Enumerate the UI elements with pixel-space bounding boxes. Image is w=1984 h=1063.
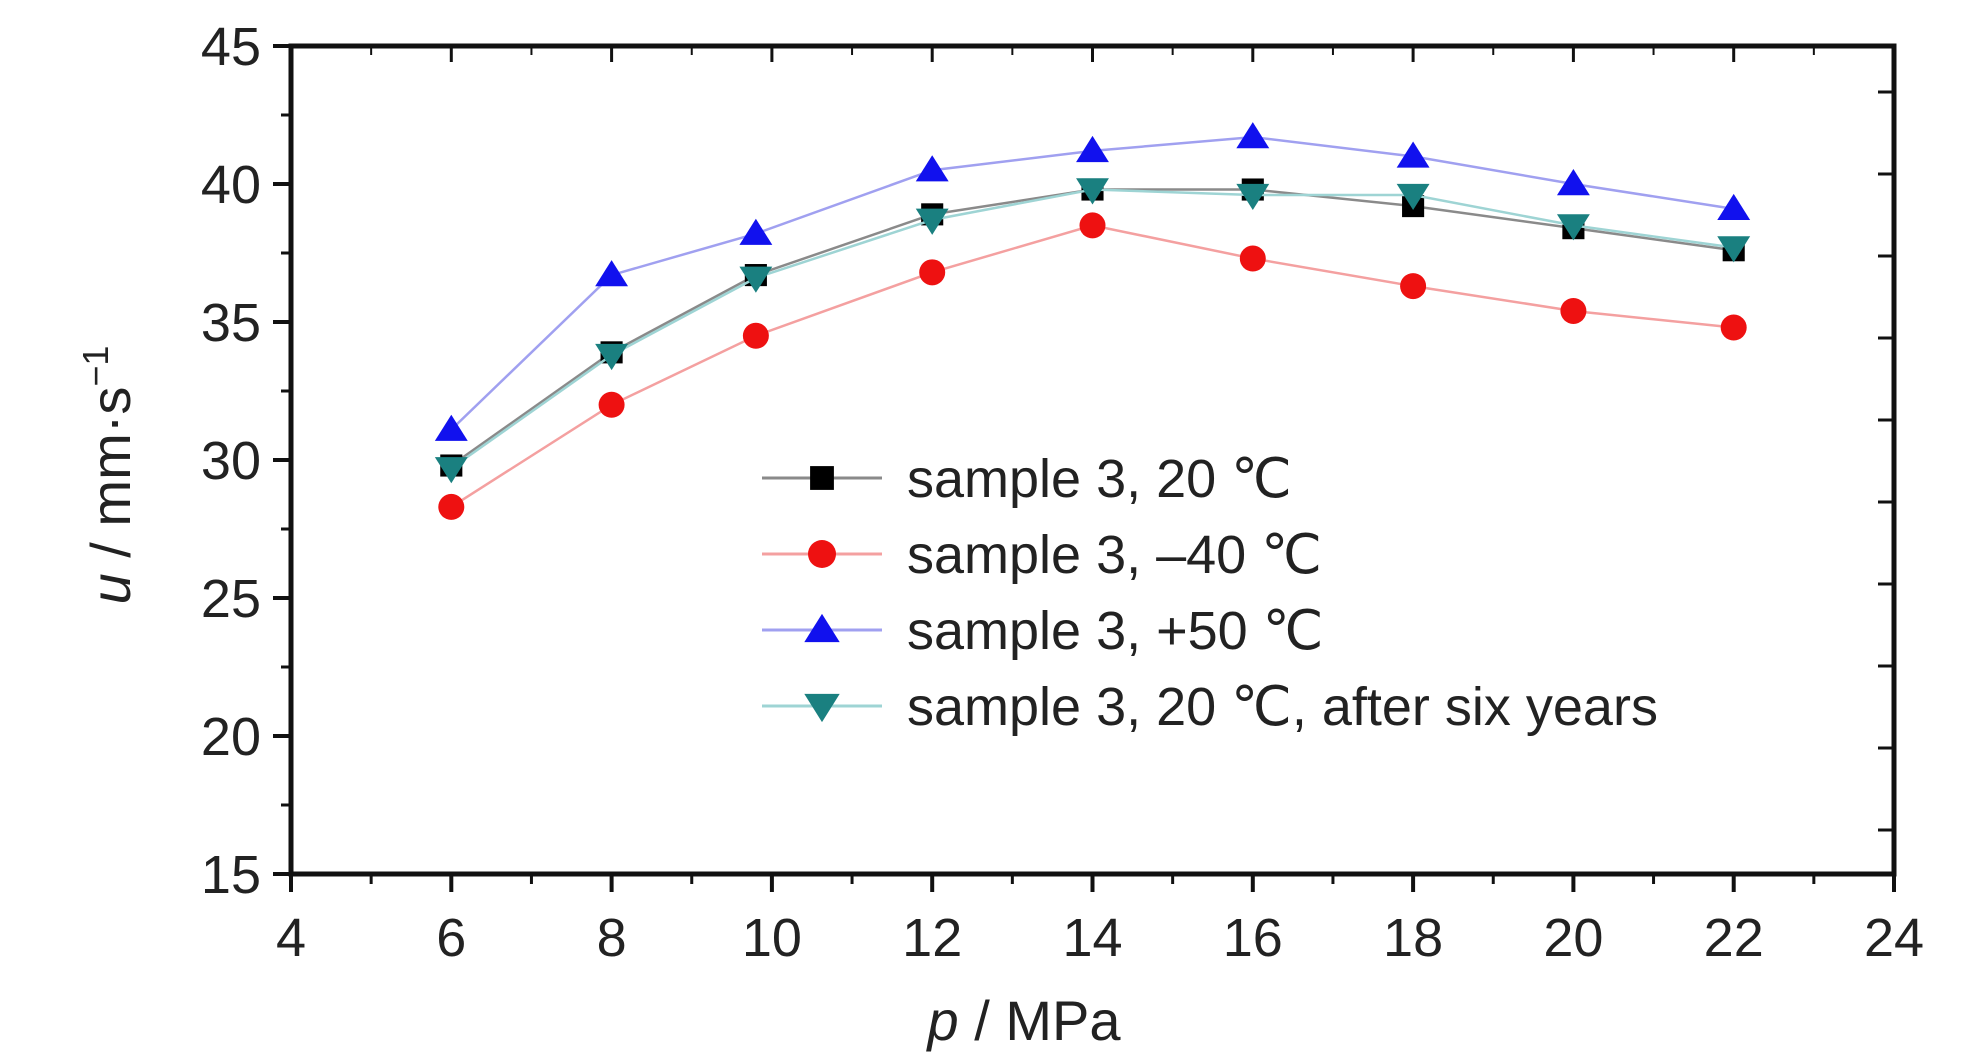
legend-label: sample 3, +50 ℃ (907, 601, 1323, 661)
data-point-s4 (739, 266, 773, 293)
x-tick-label: 12 (902, 908, 962, 968)
y-tick-label: 20 (201, 707, 261, 767)
data-point-s2 (1079, 212, 1106, 239)
data-point-s2 (1720, 314, 1747, 341)
data-point-s4 (1556, 214, 1590, 241)
data-point-s3 (915, 155, 949, 182)
x-tick-label: 18 (1383, 908, 1443, 968)
y-tick-label: 15 (201, 845, 261, 905)
y-axis-unit: / mm·s (79, 387, 142, 574)
data-point-s2 (919, 259, 946, 286)
data-point-s3 (739, 218, 773, 245)
x-tick-label: 24 (1864, 908, 1924, 968)
data-point-s4 (434, 457, 468, 484)
axes-layer: 4 6 8 10 12 14 16 18 20 22 24 15 20 25 30 35 40 45 (201, 17, 1924, 968)
data-point-s4 (595, 343, 629, 371)
legend-marker (810, 466, 834, 490)
series-layer (434, 122, 1751, 520)
data-point-s3 (1236, 122, 1270, 149)
legend-label: sample 3, –40 ℃ (907, 525, 1322, 585)
data-point-s2 (1239, 245, 1266, 272)
y-tick-label: 25 (201, 569, 261, 629)
x-tick-label: 8 (597, 908, 627, 968)
data-point-s3 (1717, 193, 1751, 221)
legend-marker (804, 693, 840, 723)
y-tick-label: 35 (201, 293, 261, 353)
y-tick-label: 40 (201, 155, 261, 215)
data-point-s2 (598, 391, 625, 418)
data-point-s4 (1396, 183, 1430, 210)
legend-label: sample 3, 20 ℃, after six years (907, 677, 1658, 737)
x-tick-label: 16 (1223, 908, 1283, 968)
data-point-s4 (1717, 236, 1751, 263)
x-axis-variable: p (926, 989, 959, 1052)
y-tick-label: 45 (201, 17, 261, 77)
data-point-s2 (742, 322, 769, 349)
data-point-s3 (1396, 141, 1430, 168)
x-tick-label: 20 (1543, 908, 1603, 968)
data-point-s4 (1236, 183, 1270, 210)
y-axis-exponent: −1 (75, 346, 116, 387)
data-point-s4 (1076, 178, 1109, 205)
data-point-s2 (1560, 297, 1587, 324)
x-tick-label: 14 (1062, 908, 1122, 968)
data-point-s2 (438, 493, 465, 520)
x-tick-label: 22 (1704, 908, 1764, 968)
x-tick-label: 10 (742, 908, 802, 968)
data-point-s3 (1076, 135, 1109, 163)
legend-marker (804, 613, 840, 643)
x-tick-label: 4 (276, 908, 306, 968)
data-point-s3 (595, 260, 629, 287)
legend-marker (808, 540, 836, 568)
data-point-s3 (1556, 169, 1590, 196)
x-axis-unit: / MPa (959, 989, 1122, 1052)
y-tick-label: 30 (201, 431, 261, 491)
x-axis-title: p / MPa (926, 989, 1122, 1052)
y-axis-variable: u (79, 573, 142, 604)
data-point-s4 (915, 208, 949, 235)
y-axis-title: u / mm·s−1 (75, 346, 142, 605)
legend-label: sample 3, 20 ℃ (907, 449, 1292, 509)
data-point-s2 (1400, 273, 1427, 300)
x-tick-label: 6 (436, 908, 466, 968)
legend: sample 3, 20 ℃ sample 3, –40 ℃ sample 3, +… (762, 449, 1658, 737)
data-point-s3 (434, 414, 468, 441)
